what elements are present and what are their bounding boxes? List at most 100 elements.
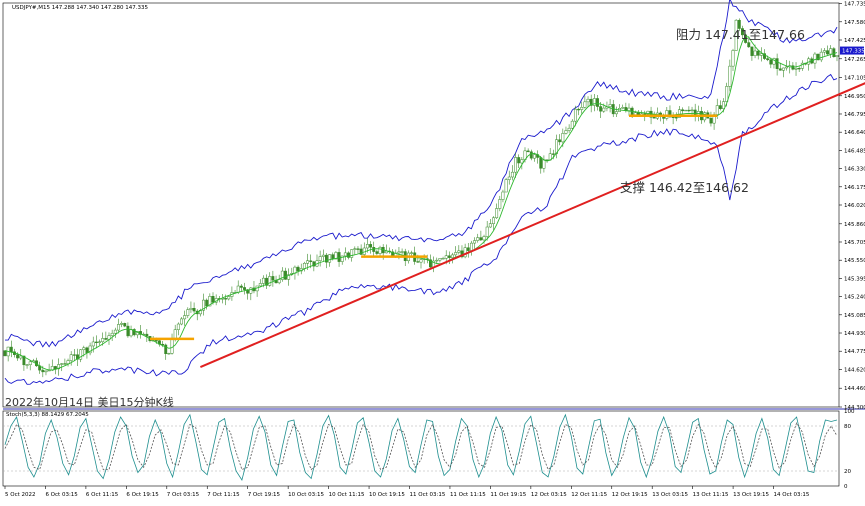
- axis-layer: 147.735 147.580 147.425 147.265 147.105 146.9…: [4, 2, 865, 498]
- stoch-y-tick-label: 20: [844, 469, 851, 475]
- candle-body: [236, 285, 240, 293]
- candle-body: [583, 101, 587, 108]
- candle-body: [469, 242, 473, 251]
- candle-body: [454, 252, 458, 256]
- chart-caption: 2022年10月14日 美日15分钟K线: [5, 395, 174, 409]
- candle-body: [19, 355, 23, 359]
- candle-body: [189, 308, 193, 310]
- y-tick-label: 147.425: [844, 38, 865, 44]
- candle-body: [690, 109, 694, 112]
- y-tick-label: 147.265: [844, 57, 865, 63]
- candle-body: [542, 159, 546, 169]
- x-tick-label: 13 Oct 11:15: [693, 492, 729, 498]
- candle-body: [646, 110, 650, 115]
- bollinger-upper-band: [5, 0, 838, 348]
- candle-body: [466, 247, 470, 251]
- candle-body: [72, 354, 76, 356]
- candle-body: [715, 105, 719, 115]
- candle-body: [356, 248, 360, 250]
- candle-body: [567, 127, 571, 131]
- candle-body: [53, 366, 57, 370]
- candle-body: [441, 258, 445, 260]
- candle-body: [520, 159, 524, 164]
- candle-body: [227, 296, 231, 300]
- candle-body: [718, 105, 722, 109]
- candle-body: [325, 254, 328, 263]
- candle-body: [627, 107, 631, 111]
- candle-body: [485, 226, 489, 237]
- candle-body: [41, 369, 45, 373]
- candle-body: [123, 323, 127, 327]
- candle-body: [763, 53, 766, 59]
- y-tick-label: 144.620: [844, 367, 865, 373]
- candle-body: [296, 266, 300, 272]
- candle-body: [551, 153, 555, 155]
- candle-body: [555, 139, 558, 155]
- candle-body: [797, 67, 801, 70]
- candle-body: [419, 259, 423, 263]
- candle-body: [347, 252, 350, 258]
- candle-body: [261, 277, 265, 284]
- candle-body: [306, 260, 309, 264]
- candle-body: [22, 355, 26, 366]
- y-tick-label: 146.640: [844, 130, 865, 136]
- candle-body: [287, 274, 291, 280]
- candle-body: [800, 62, 804, 69]
- stoch-y-tick-label: 100: [844, 409, 855, 415]
- candle-body: [822, 50, 826, 53]
- stoch-header: Stoch(5,3,3) 88.1429 67.2045: [6, 412, 89, 418]
- bollinger-band-layer: [4, 0, 838, 385]
- candle-body: [312, 261, 316, 267]
- y-tick-label: 145.860: [844, 222, 865, 228]
- candle-body: [750, 46, 754, 56]
- candle-body: [205, 299, 209, 307]
- candle-body: [176, 323, 180, 330]
- candle-body: [794, 67, 798, 70]
- y-tick-label: 146.950: [844, 94, 865, 100]
- candle-body: [375, 251, 379, 254]
- candle-body: [309, 260, 313, 262]
- candle-body: [510, 171, 514, 178]
- candle-body: [577, 108, 581, 111]
- candle-body: [592, 98, 596, 106]
- candle-body: [154, 340, 158, 342]
- candle-body: [558, 139, 562, 143]
- candle-body: [492, 217, 495, 224]
- candle-body: [88, 345, 92, 354]
- candle-body: [756, 50, 760, 56]
- current-price-label: 147.335: [842, 49, 865, 55]
- candle-body: [561, 133, 565, 143]
- x-tick-label: 5 Oct 2022: [5, 492, 36, 498]
- candle-body: [766, 58, 770, 61]
- candle-body: [564, 130, 568, 134]
- frame-layer: [2, 2, 865, 487]
- candle-body: [681, 109, 685, 112]
- candle-body: [488, 223, 492, 228]
- x-tick-label: 6 Oct 19:15: [126, 492, 159, 498]
- candle-body: [473, 240, 477, 244]
- candle-body: [66, 360, 70, 364]
- y-tick-label: 145.705: [844, 240, 865, 246]
- candle-body: [737, 19, 741, 29]
- candle-body: [167, 353, 171, 355]
- candle-body: [94, 341, 98, 343]
- candle-body: [117, 324, 120, 331]
- candle-body: [302, 263, 306, 269]
- candle-body: [25, 364, 29, 366]
- candle-body: [447, 255, 451, 258]
- y-tick-label: 144.300: [844, 405, 865, 411]
- candle-body: [709, 117, 713, 124]
- candle-body: [113, 329, 117, 334]
- candle-body: [684, 109, 688, 112]
- candle-body: [369, 244, 373, 248]
- candle-body: [63, 363, 67, 365]
- candle-body: [778, 68, 782, 71]
- candle-body: [98, 341, 101, 343]
- candle-body: [781, 67, 785, 71]
- x-tick-label: 10 Oct 19:15: [369, 492, 405, 498]
- candle-body: [573, 108, 577, 122]
- candle-body: [747, 42, 751, 48]
- candle-body: [120, 323, 124, 325]
- y-tick-label: 147.735: [844, 2, 865, 8]
